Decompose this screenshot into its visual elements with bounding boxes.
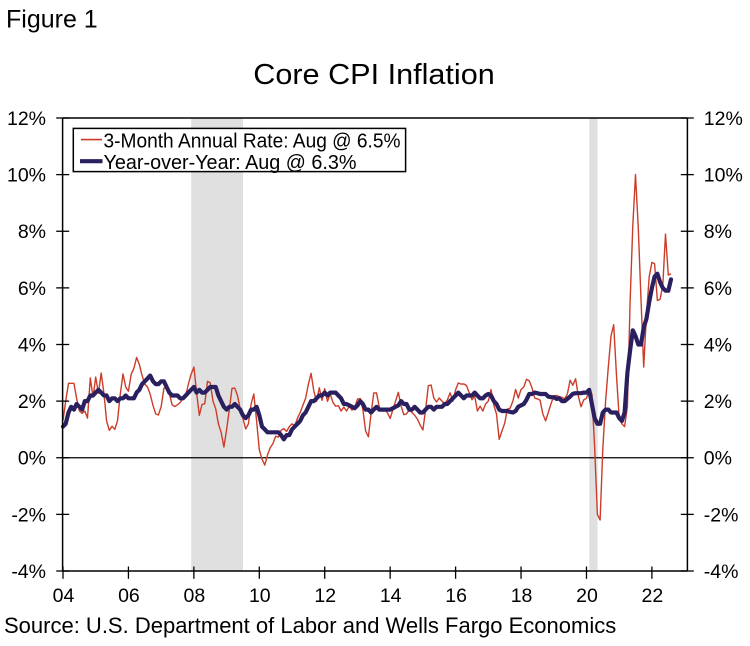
svg-text:4%: 4% bbox=[704, 334, 732, 356]
svg-text:0%: 0% bbox=[704, 448, 732, 470]
svg-text:8%: 8% bbox=[704, 221, 732, 243]
svg-text:Core CPI Inflation: Core CPI Inflation bbox=[253, 59, 495, 91]
svg-text:04: 04 bbox=[53, 585, 75, 607]
svg-text:-4%: -4% bbox=[704, 561, 739, 583]
svg-text:Year-over-Year: Aug @ 6.3%: Year-over-Year: Aug @ 6.3% bbox=[104, 152, 357, 174]
svg-text:Source: U.S. Department of Lab: Source: U.S. Department of Labor and Wel… bbox=[4, 613, 616, 638]
svg-text:10%: 10% bbox=[7, 165, 46, 187]
svg-text:Figure 1: Figure 1 bbox=[6, 6, 98, 34]
svg-text:-4%: -4% bbox=[11, 561, 46, 583]
svg-text:-2%: -2% bbox=[704, 504, 739, 526]
svg-text:06: 06 bbox=[118, 585, 140, 607]
svg-text:12: 12 bbox=[314, 585, 336, 607]
svg-text:10: 10 bbox=[249, 585, 271, 607]
svg-text:12%: 12% bbox=[7, 108, 46, 130]
svg-text:2%: 2% bbox=[18, 391, 46, 413]
svg-text:2%: 2% bbox=[704, 391, 732, 413]
svg-text:12%: 12% bbox=[704, 108, 743, 130]
svg-text:08: 08 bbox=[184, 585, 206, 607]
svg-text:6%: 6% bbox=[18, 278, 46, 300]
svg-text:-2%: -2% bbox=[11, 504, 46, 526]
svg-text:6%: 6% bbox=[704, 278, 732, 300]
svg-text:22: 22 bbox=[642, 585, 664, 607]
svg-text:16: 16 bbox=[445, 585, 467, 607]
svg-text:10%: 10% bbox=[704, 165, 743, 187]
svg-text:3-Month Annual Rate: Aug @ 6.5: 3-Month Annual Rate: Aug @ 6.5% bbox=[104, 130, 401, 152]
svg-text:14: 14 bbox=[380, 585, 402, 607]
svg-text:8%: 8% bbox=[18, 221, 46, 243]
svg-text:18: 18 bbox=[511, 585, 533, 607]
svg-text:20: 20 bbox=[576, 585, 598, 607]
svg-text:0%: 0% bbox=[18, 448, 46, 470]
svg-text:4%: 4% bbox=[18, 334, 46, 356]
